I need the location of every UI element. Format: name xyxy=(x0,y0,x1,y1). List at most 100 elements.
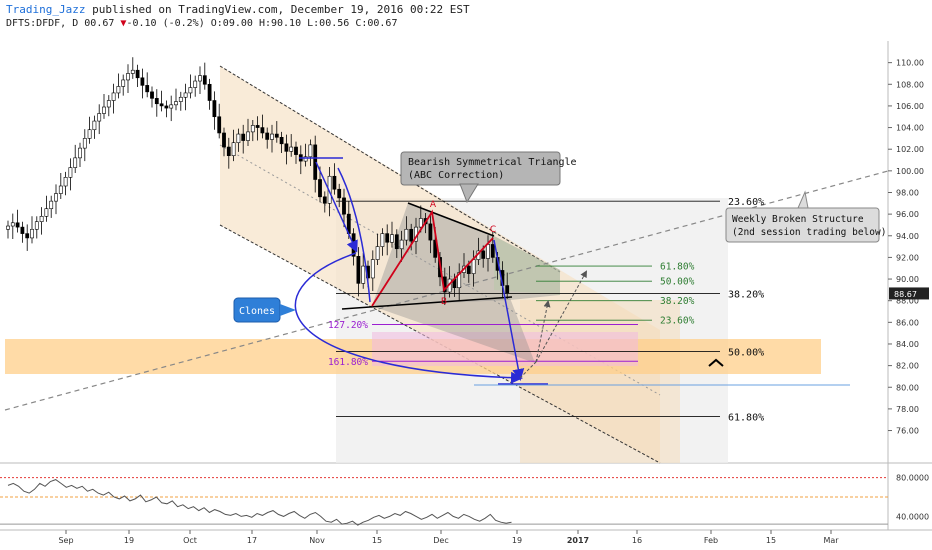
candle-body xyxy=(222,132,226,148)
open-value: O:09.00 xyxy=(210,18,253,29)
candle-body xyxy=(102,106,106,114)
oscillator-line xyxy=(7,479,512,526)
candle-body xyxy=(375,246,380,260)
candle xyxy=(39,207,44,235)
candle xyxy=(255,116,260,141)
candle-body xyxy=(471,259,476,274)
candle-body xyxy=(486,244,490,259)
candle-body xyxy=(63,177,68,187)
candle xyxy=(54,184,58,215)
candle-body xyxy=(284,143,289,152)
weekly-callout[interactable]: Weekly Broken Structure (2nd session tra… xyxy=(725,190,886,243)
fib-lower-label: 50.00% xyxy=(660,277,695,288)
x-tick-label: Feb xyxy=(704,536,718,545)
candle-body xyxy=(87,129,92,139)
candle xyxy=(20,221,25,243)
candle xyxy=(342,188,346,228)
candle-body xyxy=(318,179,322,198)
candle-body xyxy=(241,133,246,141)
candle-body xyxy=(409,228,414,242)
fib-upper-label: 50.00% xyxy=(728,348,764,359)
candle xyxy=(63,171,68,196)
candle xyxy=(44,195,49,222)
channel-top-line xyxy=(219,65,561,273)
time-axis[interactable]: Sep 19 Oct 17 Nov 15 Dec 19 2017 16 Feb 15 Mar xyxy=(58,530,839,545)
candle xyxy=(399,230,404,262)
candle xyxy=(169,95,174,122)
candle-body xyxy=(270,133,274,140)
triangle-callout-line2: (ABC Correction) xyxy=(408,170,504,181)
clones-callout[interactable]: Clones xyxy=(233,297,296,323)
triangle-callout[interactable]: Bearish Symmetrical Triangle (ABC Correc… xyxy=(400,151,577,204)
close-value: C:00.67 xyxy=(355,18,398,29)
candle xyxy=(289,134,294,157)
candle-body xyxy=(332,175,337,190)
candle-body xyxy=(15,222,20,228)
candle xyxy=(428,214,433,254)
candle xyxy=(284,134,289,165)
y-tick-label: 90.00 xyxy=(896,275,919,284)
projection-arrow-2 xyxy=(535,270,587,363)
fib-upper-label: 61.80% xyxy=(728,412,764,423)
candle-body xyxy=(54,193,58,202)
candle-body xyxy=(428,223,433,241)
projection-arrow-1 xyxy=(535,300,551,363)
candle-body xyxy=(198,75,202,82)
candle-body xyxy=(106,100,111,108)
last-price: 00.67 xyxy=(84,18,115,29)
candle xyxy=(198,66,202,95)
triangle-lower-line xyxy=(341,296,513,310)
candle-body xyxy=(130,69,135,74)
candle-body xyxy=(58,185,63,194)
clone-arrow-1 xyxy=(315,161,358,253)
candle-body xyxy=(82,138,87,149)
candle xyxy=(236,128,241,152)
candle xyxy=(279,131,284,153)
candle xyxy=(404,216,409,246)
candle xyxy=(270,124,274,153)
candle-body xyxy=(154,98,159,105)
x-tick-label: Dec xyxy=(433,536,448,545)
channel-extension-fill xyxy=(520,300,680,463)
triangle-tip-shade xyxy=(494,236,560,295)
candle-body xyxy=(337,188,342,199)
candle-body xyxy=(116,86,121,94)
high-value: H:90.10 xyxy=(258,18,302,29)
candle xyxy=(154,89,159,117)
candle-body xyxy=(202,75,207,85)
candle xyxy=(202,62,207,90)
extension-label: 127.20% xyxy=(328,320,368,331)
candle-body xyxy=(356,256,361,284)
candle-body xyxy=(159,103,164,107)
projection-start xyxy=(519,361,537,379)
x-tick-label: Nov xyxy=(309,536,325,545)
candle xyxy=(87,116,92,144)
candle-body xyxy=(135,69,140,79)
candle xyxy=(241,124,246,154)
x-tick-label: Mar xyxy=(823,536,839,545)
candle-body xyxy=(490,244,495,258)
triangle-upper-line xyxy=(407,202,495,237)
extension-band xyxy=(372,332,638,366)
clone-arrow-3 xyxy=(493,239,525,381)
candle-body xyxy=(226,146,231,156)
candle xyxy=(49,195,54,218)
candle xyxy=(490,231,495,263)
candle-body xyxy=(481,250,486,259)
candle xyxy=(222,127,226,157)
candle-body xyxy=(322,196,327,204)
candle-body xyxy=(183,92,188,98)
candle xyxy=(78,142,82,168)
candle xyxy=(140,68,145,99)
candle xyxy=(126,64,130,93)
candle xyxy=(174,88,178,111)
y-tick-label: 84.00 xyxy=(896,340,919,349)
price-axis[interactable]: 110.00 108.00 106.00 104.00 102.00 100.00 98.0… xyxy=(888,59,929,436)
author-link[interactable]: Trading_Jazz xyxy=(6,3,86,16)
candle-body xyxy=(279,137,284,145)
candle-body xyxy=(294,146,298,155)
candle-body xyxy=(30,228,34,239)
last-price-marker xyxy=(889,287,929,300)
candle-body xyxy=(164,105,169,109)
